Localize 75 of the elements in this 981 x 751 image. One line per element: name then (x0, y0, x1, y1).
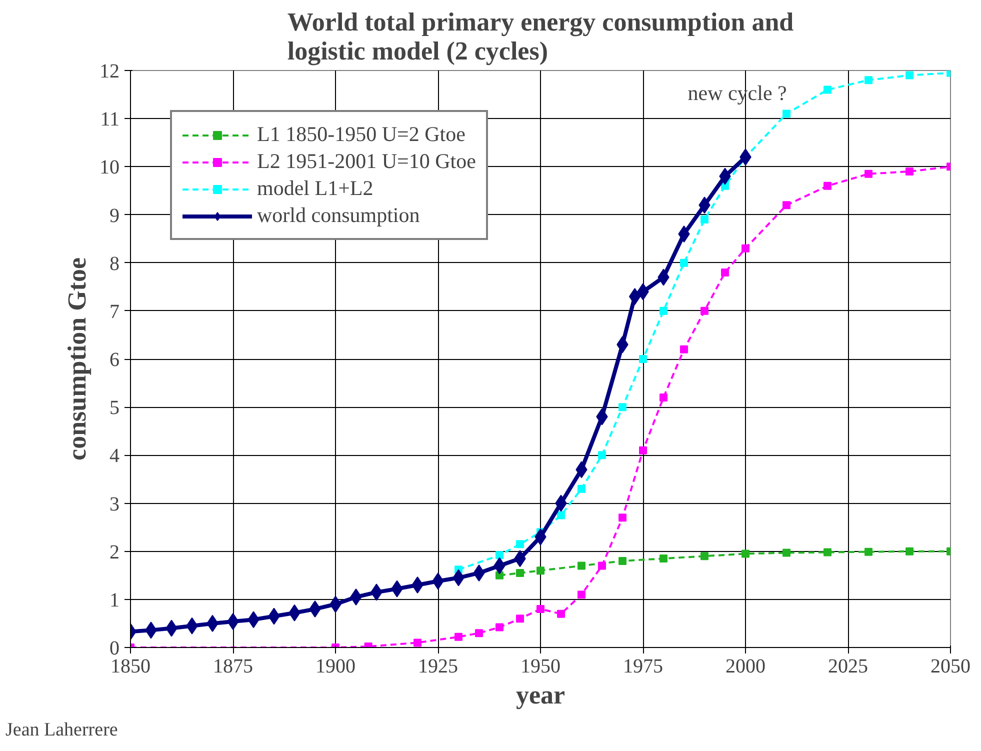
x-tick-label: 2025 (828, 656, 868, 678)
point (516, 540, 524, 548)
y-tick-label: 12 (100, 60, 120, 82)
point (742, 550, 750, 558)
point (496, 623, 504, 632)
legend-label: L2 1951-2001 U=10 Gtoe (257, 149, 476, 174)
point (557, 610, 565, 618)
y-tick-label: 6 (110, 349, 120, 371)
point (906, 547, 914, 556)
point (906, 167, 914, 176)
y-tick-label: 3 (110, 493, 120, 516)
y-tick-label: 11 (100, 108, 120, 131)
point (782, 110, 790, 118)
x-axis-title: year (516, 680, 566, 710)
point (618, 556, 626, 565)
point (639, 446, 647, 454)
x-tick-label: 1925 (418, 656, 458, 678)
point (578, 590, 586, 599)
legend-label: model L1+L2 (257, 176, 374, 201)
point (475, 629, 483, 638)
point (700, 306, 708, 315)
point (414, 638, 422, 647)
y-tick-label: 4 (110, 445, 120, 468)
point (721, 268, 729, 276)
point (536, 566, 544, 575)
y-tick-label: 10 (100, 156, 120, 179)
point (598, 451, 606, 460)
x-tick-label: 1975 (623, 656, 663, 678)
legend-label: L1 1850-1950 U=2 Gtoe (257, 122, 466, 147)
point (536, 605, 544, 614)
y-tick-label: 2 (110, 541, 120, 564)
point (782, 548, 790, 557)
point (700, 552, 708, 560)
point (496, 551, 504, 560)
point (906, 71, 914, 80)
x-tick-label: 1875 (213, 656, 253, 678)
point (516, 568, 524, 577)
point (680, 345, 688, 354)
point (618, 403, 626, 412)
point (824, 548, 832, 556)
point (700, 216, 708, 224)
point (782, 201, 790, 210)
point (864, 76, 872, 84)
text: Jean Laherrere (6, 720, 118, 740)
y-tick-label: 9 (110, 204, 120, 227)
point (578, 562, 586, 570)
point (496, 571, 504, 580)
y-tick-label: 5 (110, 397, 120, 420)
point (454, 632, 462, 641)
point (660, 393, 668, 402)
point (598, 562, 606, 570)
x-tick-label: 2000 (726, 656, 766, 678)
point (742, 244, 750, 252)
x-tick-label: 1950 (520, 656, 560, 678)
x-tick-label: 2050 (930, 656, 970, 678)
point (628, 288, 641, 305)
point (864, 170, 872, 178)
y-tick-label: 7 (110, 300, 120, 323)
y-tick-label: 1 (110, 589, 120, 612)
point (824, 182, 832, 190)
y-tick-label: 8 (110, 252, 120, 275)
legend-label: world consumption (257, 203, 420, 228)
point (680, 258, 688, 267)
point (557, 511, 565, 520)
point (578, 484, 586, 493)
point (639, 355, 647, 363)
point (618, 514, 626, 522)
point (660, 306, 668, 315)
point (516, 614, 524, 623)
y-axis-title: consumption Gtoe (62, 258, 92, 460)
x-tick-label: 1900 (316, 656, 356, 678)
point (660, 554, 668, 563)
point (824, 86, 832, 94)
point (864, 548, 872, 556)
chart-title: World total primary energy consumption and logistic model (2 cycles) (287, 8, 794, 66)
